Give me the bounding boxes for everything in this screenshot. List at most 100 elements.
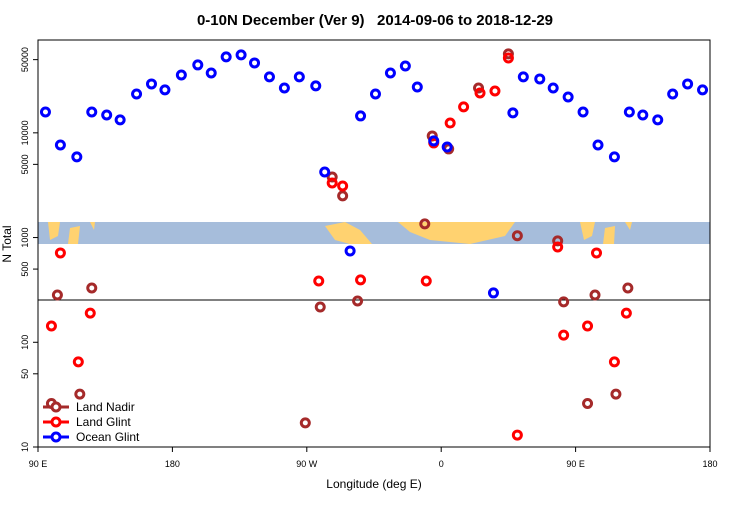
point (384, 67, 396, 79)
point (473, 82, 485, 94)
y-tick-label: 50000 (20, 47, 30, 72)
point (249, 57, 261, 69)
point (428, 135, 440, 147)
point (511, 429, 523, 441)
point (591, 247, 603, 259)
y-tick-label: 10 (20, 442, 30, 452)
point (534, 73, 546, 85)
point (458, 101, 470, 113)
point (582, 320, 594, 332)
point (610, 388, 622, 400)
point (114, 114, 126, 126)
y-tick-label: 5000 (20, 154, 30, 174)
point (623, 106, 635, 118)
point (622, 282, 634, 294)
point (337, 180, 349, 192)
y-tick-label: 50 (20, 369, 30, 379)
point (192, 59, 204, 71)
point (441, 141, 453, 153)
point (51, 289, 63, 301)
point (84, 307, 96, 319)
point (419, 218, 431, 230)
x-tick-label: 180 (165, 459, 180, 469)
point (86, 106, 98, 118)
point (326, 177, 338, 189)
point (411, 81, 423, 93)
point (558, 329, 570, 341)
point (608, 356, 620, 368)
point (562, 91, 574, 103)
point (293, 71, 305, 83)
point (235, 49, 247, 61)
point (517, 71, 529, 83)
point (54, 247, 66, 259)
point (319, 166, 331, 178)
y-tick-label: 10000 (20, 120, 30, 145)
point (263, 71, 275, 83)
point (620, 307, 632, 319)
legend-marker (50, 416, 62, 428)
point (71, 151, 83, 163)
point (310, 80, 322, 92)
point (352, 295, 364, 307)
point (474, 87, 486, 99)
chart-title: 0-10N December (Ver 9) 2014-09-06 to 201… (197, 12, 553, 29)
point (278, 82, 290, 94)
point (344, 245, 356, 257)
y-tick-label: 100 (20, 335, 30, 350)
point (45, 320, 57, 332)
point (547, 82, 559, 94)
point (558, 296, 570, 308)
point (39, 106, 51, 118)
point (552, 235, 564, 247)
y-axis-label: N Total (0, 225, 14, 262)
point (507, 107, 519, 119)
point (577, 106, 589, 118)
point (313, 275, 325, 287)
land (325, 222, 372, 244)
point (637, 109, 649, 121)
legend-marker (50, 401, 62, 413)
point (682, 78, 694, 90)
point (487, 287, 499, 299)
point (608, 151, 620, 163)
x-tick-label: 90 W (296, 459, 318, 469)
point (420, 275, 432, 287)
point (159, 84, 171, 96)
legend-label: Land Nadir (76, 400, 135, 414)
point (592, 139, 604, 151)
x-tick-label: 180 (702, 459, 717, 469)
x-tick-label: 90 E (566, 459, 585, 469)
legend-label: Land Glint (76, 415, 131, 429)
point (444, 117, 456, 129)
land (580, 222, 632, 244)
y-tick-label: 500 (20, 262, 30, 277)
x-axis-label: Longitude (deg E) (326, 477, 421, 491)
point (299, 417, 311, 429)
point (589, 289, 601, 301)
point (337, 190, 349, 202)
point (314, 301, 326, 313)
legend-label: Ocean Glint (76, 430, 140, 444)
point (101, 109, 113, 121)
x-tick-label: 0 (439, 459, 444, 469)
point (326, 171, 338, 183)
ocean-band (38, 222, 710, 244)
y-tick-label: 1000 (20, 228, 30, 248)
plot-frame (37, 39, 711, 448)
point (86, 282, 98, 294)
point (175, 69, 187, 81)
point (552, 241, 564, 253)
x-tick-label: 90 E (29, 459, 48, 469)
point (74, 388, 86, 400)
point (369, 88, 381, 100)
point (220, 51, 232, 63)
point (502, 48, 514, 60)
point (697, 84, 709, 96)
land (48, 222, 95, 244)
point (502, 52, 514, 64)
point (667, 88, 679, 100)
point (355, 110, 367, 122)
